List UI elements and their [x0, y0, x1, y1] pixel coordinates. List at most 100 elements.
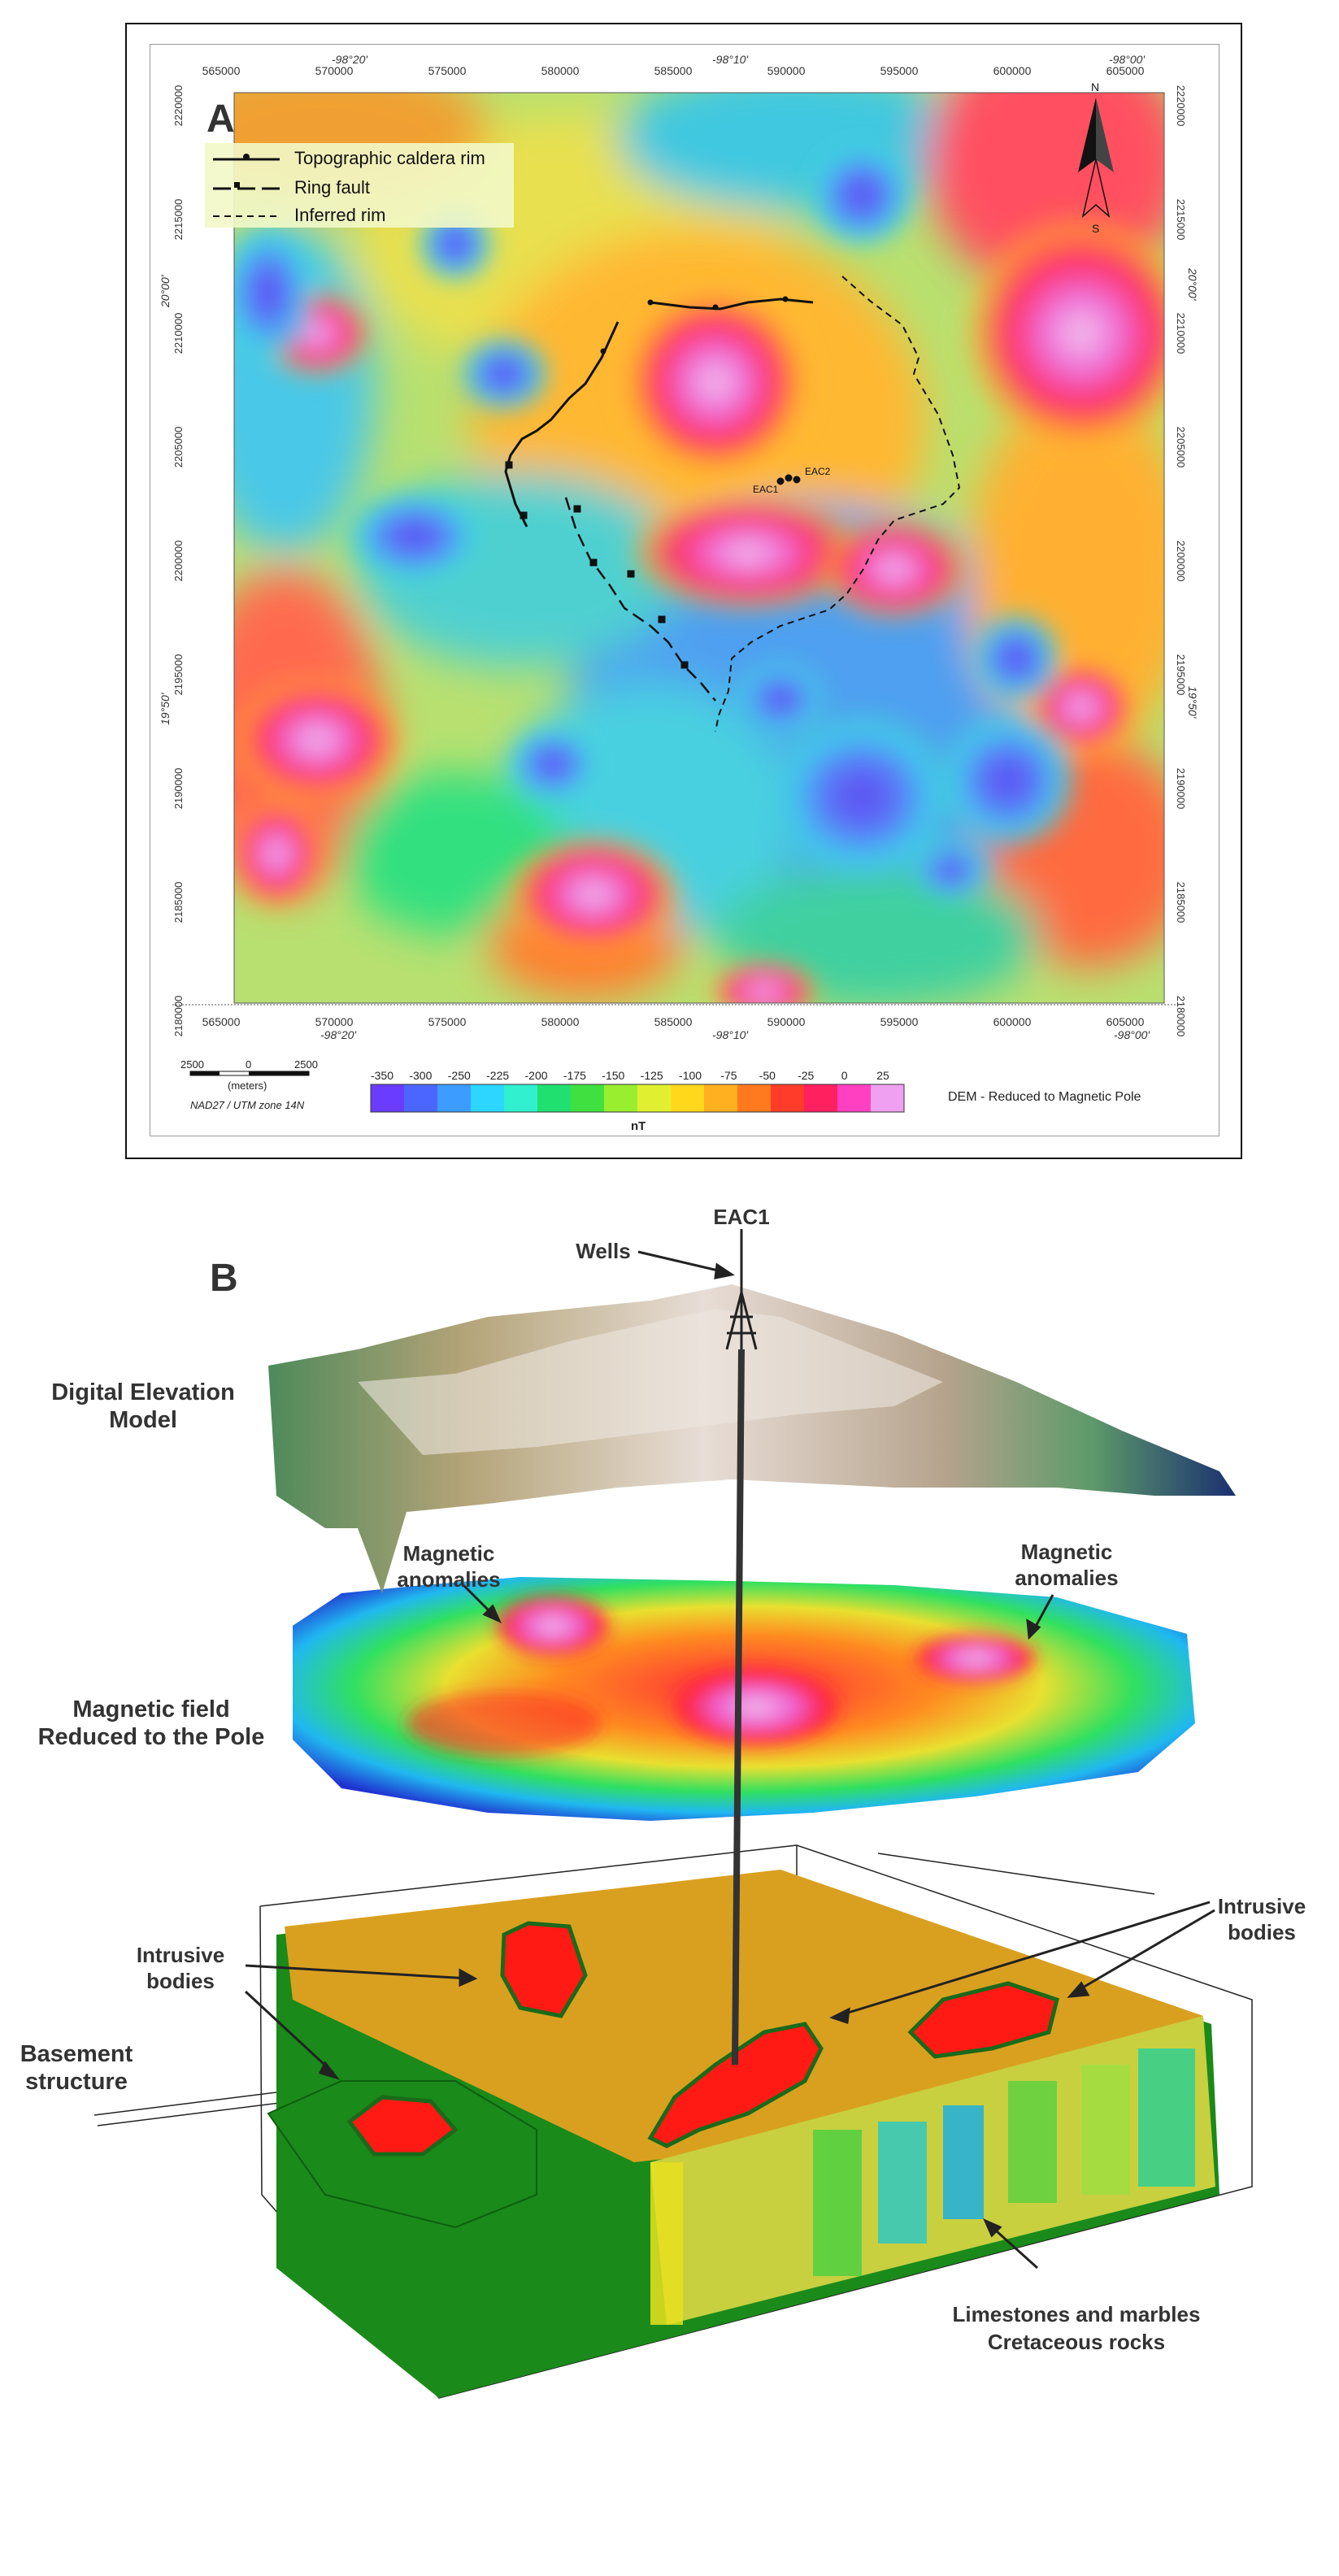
y-tick-left-2180000: 2180000 [172, 996, 185, 1037]
y-tick-right-2195000: 2195000 [1175, 654, 1187, 696]
lat-label-right-19-50: 19°50' [1186, 686, 1199, 719]
lon-label-bottom-98-10: -98°10' [712, 1028, 749, 1041]
legend-ring-fault: Ring fault [294, 177, 370, 198]
x-tick-top-565000: 565000 [202, 64, 241, 77]
map-caption: DEM - Reduced to Magnetic Pole [948, 1090, 1141, 1104]
panel-a-inner-border [150, 44, 1219, 1136]
intrusive-body-4 [346, 2095, 459, 2157]
scale-unit: (meters) [228, 1079, 267, 1092]
y-tick-left-2195000: 2195000 [172, 654, 185, 696]
x-tick-top-590000: 590000 [767, 64, 806, 77]
panel-b-3d-model: B [20, 1205, 1306, 2399]
y-tick-right-2210000: 2210000 [1175, 313, 1187, 354]
well-label-eac1: EAC1 [753, 484, 779, 495]
colorbar-swatch-2 [437, 1084, 472, 1112]
x-tick-bottom-600000: 600000 [993, 1015, 1032, 1028]
y-tick-left-2210000: 2210000 [172, 313, 185, 354]
lon-label-top-98-00: -98°00' [1109, 53, 1146, 66]
colorbar-label--75: -75 [720, 1069, 737, 1082]
x-tick-labels-top: 565000 570000 575000 580000 585000 590000 5950… [202, 64, 1145, 77]
basement-block [267, 1870, 1219, 2398]
magnetic-field-surface [293, 1577, 1195, 1821]
colorbar-swatch-0 [371, 1084, 405, 1112]
rtp-magnetic-field-map [234, 93, 1164, 1003]
colorbar-label--125: -125 [641, 1069, 663, 1082]
x-tick-top-600000: 600000 [993, 64, 1032, 77]
y-tick-left-2220000: 2220000 [172, 85, 185, 127]
x-tick-bottom-605000: 605000 [1106, 1015, 1145, 1028]
y-tick-left-2205000: 2205000 [172, 427, 185, 468]
lat-label-left-20-00: 20°00' [159, 274, 172, 308]
scale-label-left: 2500 [180, 1058, 204, 1071]
y-tick-labels-right: 2220000 2215000 2210000 2205000 2200000 21950… [1175, 85, 1187, 1037]
x-tick-bottom-595000: 595000 [880, 1015, 919, 1028]
colorbar-swatch-13 [804, 1084, 838, 1112]
x-tick-top-585000: 585000 [654, 64, 693, 77]
label-basement-2: structure [25, 2069, 128, 2095]
y-tick-right-2205000: 2205000 [1175, 427, 1187, 468]
x-tick-bottom-565000: 565000 [202, 1015, 241, 1028]
colorbar-swatch-11 [737, 1084, 772, 1112]
colorbar-label--200: -200 [525, 1069, 548, 1082]
panel-b-letter: B [210, 1257, 238, 1300]
y-tick-right-2190000: 2190000 [1175, 768, 1187, 810]
x-tick-top-575000: 575000 [428, 64, 467, 77]
y-tick-right-2185000: 2185000 [1175, 882, 1187, 923]
scale-bar: 2500 0 2500 (meters) NAD27 / UTM zone 14… [180, 1058, 318, 1111]
y-tick-right-2180000: 2180000 [1175, 996, 1187, 1037]
scale-label-right: 2500 [294, 1058, 318, 1071]
y-tick-left-2200000: 2200000 [172, 541, 185, 582]
annotation-arrows [244, 1250, 1215, 2270]
x-tick-bottom-575000: 575000 [428, 1015, 467, 1028]
scale-label-zero: 0 [246, 1058, 251, 1071]
colorbar-swatch-6 [571, 1084, 605, 1112]
label-mag-field-1: Magnetic field [72, 1696, 229, 1722]
x-tick-top-605000: 605000 [1106, 64, 1145, 77]
lon-label-bottom-98-00: -98°00' [1114, 1028, 1150, 1041]
colorbar-swatch-4 [504, 1084, 538, 1112]
colorbar-swatch-1 [404, 1084, 438, 1112]
lon-label-top-98-10: -98°10' [712, 53, 749, 66]
label-mag-anomalies-right-2: anomalies [1015, 1566, 1118, 1590]
y-tick-left-2185000: 2185000 [172, 882, 185, 923]
lat-label-right-20-00: 20°00' [1186, 267, 1199, 302]
projection-label: NAD27 / UTM zone 14N [190, 1099, 305, 1111]
colorbar-label-0: 0 [841, 1069, 848, 1082]
map-legend: Topographic caldera rim Ring fault Infer… [205, 143, 514, 228]
well-bore [732, 1349, 745, 2066]
colorbar-swatch-3 [471, 1084, 505, 1112]
x-tick-top-580000: 580000 [541, 64, 580, 77]
label-wells: Wells [576, 1239, 630, 1263]
colorbar-tick-labels: -350 -300 -250 -225 -200 -175 -150 -125 -100 -75-… [371, 1069, 889, 1082]
colorbar [370, 1084, 905, 1113]
colorbar-unit: nT [631, 1119, 646, 1133]
x-tick-top-570000: 570000 [315, 64, 354, 77]
colorbar-label--250: -250 [448, 1069, 471, 1082]
label-limestones-1: Limestones and marbles [953, 2302, 1201, 2326]
label-intrusive-right-1: Intrusive [1218, 1894, 1306, 1918]
x-tick-labels-bottom: 565000 570000 575000 580000 585000 590000 5950… [202, 1015, 1145, 1028]
colorbar-label--350: -350 [371, 1069, 393, 1082]
x-tick-bottom-585000: 585000 [654, 1015, 693, 1028]
map-neatline [233, 92, 1165, 1004]
label-dem-line1: Digital Elevation [51, 1379, 235, 1405]
north-arrow: N S [1078, 80, 1114, 235]
label-mag-anomalies-left-1: Magnetic [403, 1541, 495, 1566]
colorbar-swatch-8 [637, 1084, 672, 1112]
colorbar-label--25: -25 [798, 1069, 814, 1082]
colorbar-outline [370, 1084, 905, 1113]
label-intrusive-left-1: Intrusive [137, 1943, 224, 1967]
caldera-structures [504, 276, 961, 732]
topographic-caldera-rim-west [504, 321, 620, 528]
colorbar-label--100: -100 [679, 1069, 702, 1082]
panel-a-letter: A [207, 98, 235, 141]
colorbar-swatch-12 [771, 1084, 805, 1112]
north-label: N [1091, 80, 1099, 93]
label-limestones-2: Cretaceous rocks [988, 2330, 1165, 2354]
y-tick-right-2220000: 2220000 [1175, 85, 1187, 127]
inferred-rim [715, 276, 961, 732]
x-tick-bottom-570000: 570000 [315, 1015, 354, 1028]
colorbar-swatch-15 [871, 1084, 905, 1112]
ring-fault [564, 497, 716, 702]
intrusive-bodies [346, 1921, 1059, 2157]
